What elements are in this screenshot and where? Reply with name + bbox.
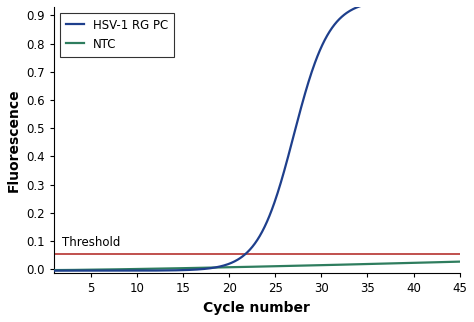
Line: HSV-1 RG PC: HSV-1 RG PC: [54, 0, 460, 271]
HSV-1 RG PC: [244, 251, 250, 255]
HSV-1 RG PC: [246, 249, 252, 252]
NTC: [244, 265, 250, 269]
NTC: [457, 260, 463, 264]
NTC: [271, 264, 276, 268]
HSV-1 RG PC: [271, 203, 276, 207]
NTC: [447, 260, 453, 264]
Y-axis label: Fluorescence: Fluorescence: [7, 89, 21, 192]
HSV-1 RG PC: [383, 0, 389, 3]
Line: NTC: NTC: [54, 262, 460, 270]
NTC: [383, 261, 389, 265]
Text: Threshold: Threshold: [62, 236, 120, 249]
Legend: HSV-1 RG PC, NTC: HSV-1 RG PC, NTC: [60, 13, 174, 57]
NTC: [292, 264, 298, 268]
HSV-1 RG PC: [51, 269, 57, 273]
HSV-1 RG PC: [447, 0, 453, 2]
X-axis label: Cycle number: Cycle number: [203, 301, 310, 315]
NTC: [246, 265, 252, 269]
HSV-1 RG PC: [292, 127, 298, 131]
NTC: [51, 268, 57, 272]
HSV-1 RG PC: [457, 0, 463, 2]
